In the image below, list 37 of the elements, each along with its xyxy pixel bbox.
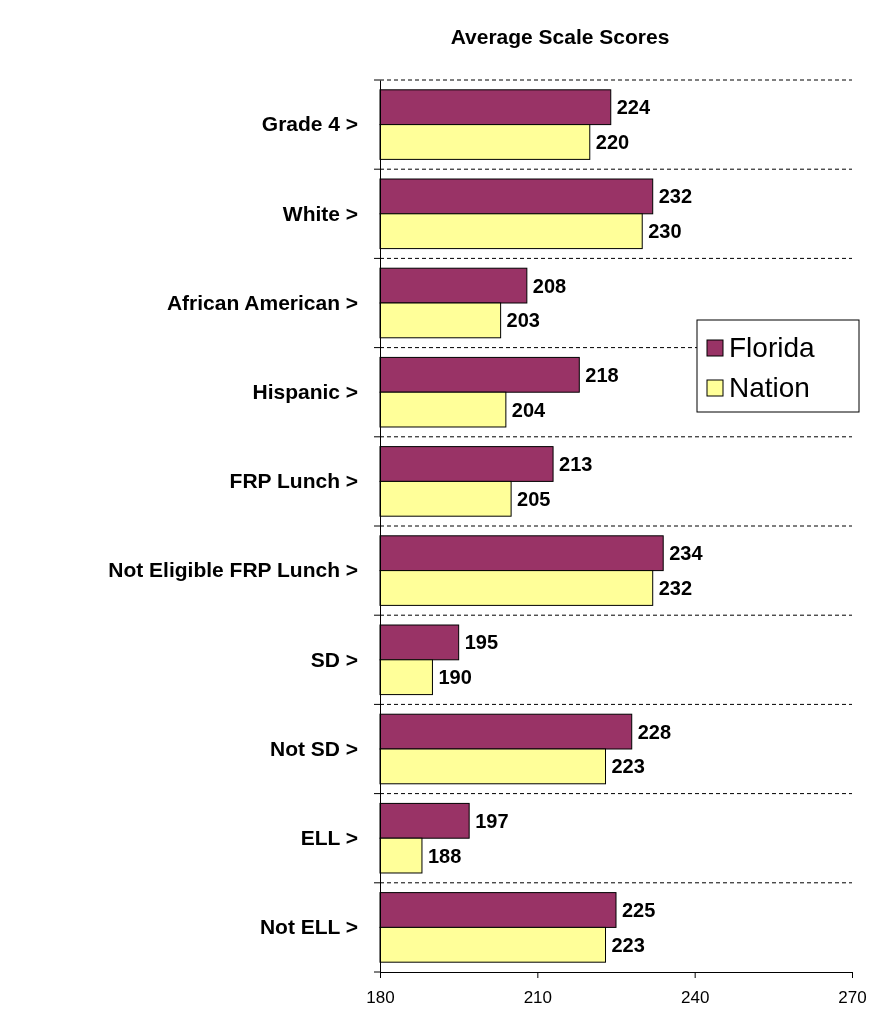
- data-label: 223: [611, 933, 645, 956]
- data-label: 204: [511, 398, 547, 421]
- y-tick-label: Not SD >: [270, 736, 359, 760]
- legend-label: Florida: [729, 332, 816, 363]
- x-tick-label: 270: [838, 988, 867, 1008]
- data-label: 197: [475, 809, 509, 832]
- y-tick-label: Hispanic >: [252, 379, 359, 403]
- data-label: 220: [595, 130, 630, 153]
- data-label: 232: [658, 576, 693, 599]
- x-tick-label: 210: [523, 988, 553, 1008]
- data-label: 232: [658, 185, 693, 208]
- data-label: 228: [637, 720, 672, 743]
- data-label: 223: [611, 755, 645, 778]
- data-label: 224: [616, 96, 651, 119]
- data-label: 208: [532, 274, 567, 297]
- data-label: 195: [464, 631, 499, 654]
- data-label: 213: [559, 453, 593, 476]
- y-tick-label: Grade 4 >: [261, 112, 359, 136]
- data-label: 188: [427, 844, 462, 867]
- data-label: 218: [585, 363, 619, 386]
- y-tick-label: ELL >: [300, 825, 359, 849]
- y-tick-label: Not Eligible FRP Lunch >: [108, 558, 359, 582]
- data-label: 234: [669, 542, 704, 565]
- y-tick-label: White >: [282, 201, 359, 225]
- legend-label: Nation: [729, 372, 810, 403]
- x-tick-label: 180: [366, 988, 395, 1008]
- data-label: 225: [622, 899, 656, 922]
- y-tick-label: African American >: [166, 290, 359, 314]
- data-label: 190: [438, 666, 472, 689]
- data-label: 205: [517, 487, 551, 510]
- data-label: 230: [648, 220, 682, 243]
- chart-title: Average Scale Scores: [450, 25, 670, 48]
- data-label: 203: [506, 309, 540, 332]
- x-tick-label: 240: [680, 988, 710, 1008]
- y-tick-label: FRP Lunch >: [229, 469, 359, 493]
- y-tick-label: SD >: [310, 647, 359, 671]
- y-tick-label: Not ELL >: [259, 915, 359, 939]
